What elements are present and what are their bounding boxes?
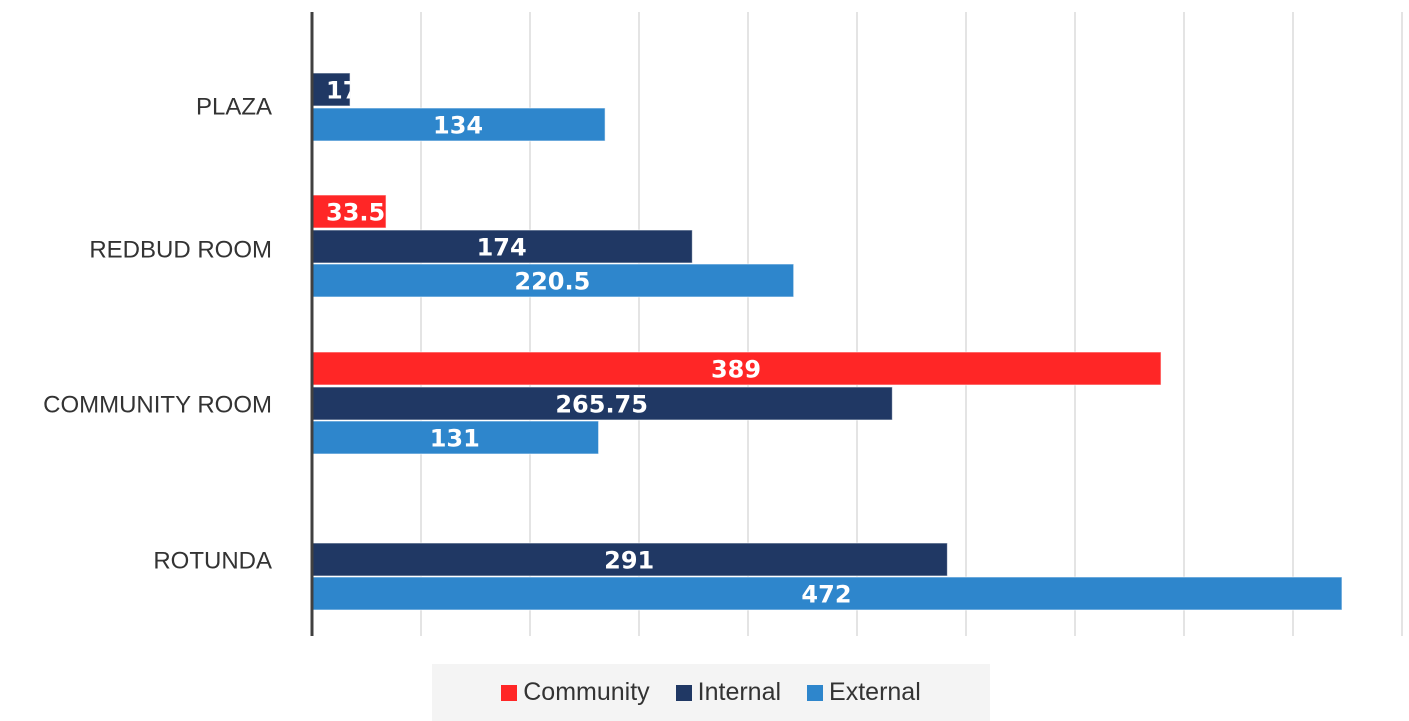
bar-value-label: 134	[433, 112, 483, 140]
legend-label-internal: Internal	[697, 678, 782, 706]
bar-value-label: 131	[430, 425, 480, 453]
bar-value-label: 220.5	[514, 268, 590, 296]
legend-label-community: Community	[523, 678, 650, 706]
legend-label-external: External	[829, 678, 921, 706]
legend-item-internal: Internal	[675, 678, 782, 707]
legend-swatch-internal	[675, 684, 692, 701]
category-labels: PLAZA REDBUD ROOM COMMUNITY ROOM ROTUNDA	[43, 94, 272, 575]
legend: Community Internal External	[432, 664, 990, 721]
category-label: COMMUNITY ROOM	[43, 392, 272, 419]
bar-value-label: 291	[604, 547, 654, 575]
bars: 17 134 33.5 174 220.5 389 265.75 131 291 472	[312, 72, 1343, 611]
bar-external	[312, 576, 1343, 611]
bar-external	[312, 420, 600, 455]
bar-value-label: 472	[801, 581, 851, 609]
category-label: PLAZA	[196, 94, 272, 121]
gridlines	[420, 12, 1403, 636]
bar-value-label: 265.75	[555, 391, 648, 419]
legend-item-community: Community	[501, 678, 650, 707]
bar-internal	[312, 542, 948, 577]
legend-item-external: External	[807, 678, 921, 707]
category-label: REDBUD ROOM	[89, 237, 272, 264]
bar-value-label: 33.5	[326, 199, 385, 227]
category-label: ROTUNDA	[153, 548, 272, 575]
bar-internal	[312, 72, 351, 107]
bar-value-label: 174	[477, 234, 527, 262]
bar-value-label: 389	[711, 356, 761, 384]
legend-swatch-external	[807, 684, 824, 701]
legend-swatch-community	[501, 684, 518, 701]
bar-value-label: 17	[326, 77, 359, 105]
bar-chart: 17 134 33.5 174 220.5 389 265.75 131 291 472 PLAZ…	[43, 12, 1403, 636]
bar-internal	[312, 386, 893, 421]
